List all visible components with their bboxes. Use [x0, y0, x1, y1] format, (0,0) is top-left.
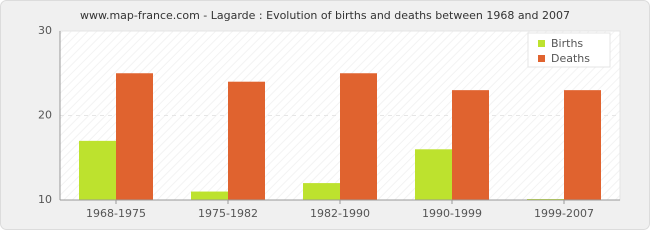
- page: www.map-france.com - Lagarde : Evolution…: [0, 0, 650, 230]
- bar: [415, 149, 452, 200]
- legend-swatch: [538, 55, 545, 62]
- y-tick-label: 30: [38, 24, 52, 37]
- legend-label: Deaths: [551, 52, 590, 65]
- x-tick-label: 1999-2007: [534, 207, 594, 220]
- bar: [303, 183, 340, 200]
- y-tick-label: 20: [38, 109, 52, 122]
- legend-swatch: [538, 40, 545, 47]
- bar: [79, 140, 116, 200]
- y-tick-label: 10: [38, 193, 52, 206]
- chart-title: www.map-france.com - Lagarde : Evolution…: [80, 9, 570, 22]
- bar: [191, 191, 228, 200]
- bar: [228, 81, 265, 200]
- x-tick-label: 1982-1990: [310, 207, 370, 220]
- bar: [340, 73, 377, 200]
- x-tick-label: 1990-1999: [422, 207, 482, 220]
- chart: www.map-france.com - Lagarde : Evolution…: [0, 0, 650, 230]
- x-tick-label: 1968-1975: [86, 207, 146, 220]
- bar: [116, 73, 153, 200]
- x-tick-label: 1975-1982: [198, 207, 258, 220]
- legend-label: Births: [551, 37, 583, 50]
- bar: [452, 90, 489, 200]
- bar: [564, 90, 601, 200]
